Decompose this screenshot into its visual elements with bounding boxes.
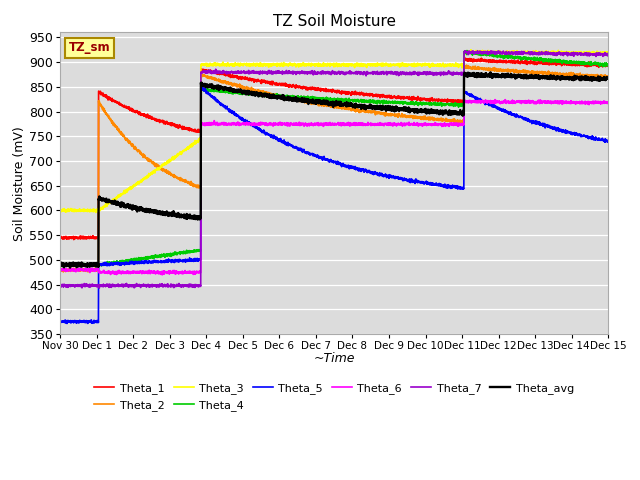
- Theta_4: [463, 48, 471, 53]
- Theta_7: [604, 53, 612, 59]
- Line: Theta_6: Theta_6: [60, 99, 608, 275]
- Theta_7: [535, 50, 543, 56]
- Y-axis label: Soil Moisture (mV): Soil Moisture (mV): [13, 126, 26, 240]
- Legend: Theta_1, Theta_2, Theta_3, Theta_4, Theta_5, Theta_6, Theta_7, Theta_avg: Theta_1, Theta_2, Theta_3, Theta_4, Thet…: [91, 379, 577, 414]
- Theta_7: [474, 48, 481, 54]
- Theta_6: [492, 96, 499, 102]
- Theta_5: [604, 139, 612, 144]
- Theta_avg: [152, 209, 159, 215]
- Theta_avg: [291, 96, 298, 101]
- Theta_3: [152, 168, 159, 174]
- Theta_1: [267, 82, 275, 87]
- Theta_2: [84, 269, 92, 275]
- Line: Theta_2: Theta_2: [60, 65, 608, 272]
- Theta_avg: [119, 202, 127, 208]
- Theta_6: [56, 267, 64, 273]
- Line: Theta_7: Theta_7: [60, 51, 608, 288]
- Theta_4: [291, 94, 298, 100]
- Theta_5: [291, 144, 298, 150]
- Theta_avg: [67, 265, 74, 271]
- Theta_6: [594, 100, 602, 106]
- Theta_6: [291, 121, 298, 127]
- Line: Theta_5: Theta_5: [60, 86, 608, 324]
- Theta_3: [467, 47, 475, 53]
- Theta_1: [535, 59, 543, 65]
- Theta_7: [291, 69, 298, 75]
- Theta_3: [92, 210, 99, 216]
- Theta_5: [535, 120, 543, 126]
- Theta_7: [56, 283, 64, 288]
- Theta_4: [604, 62, 612, 68]
- X-axis label: ~Time: ~Time: [314, 352, 355, 365]
- Theta_6: [604, 99, 612, 105]
- Title: TZ Soil Moisture: TZ Soil Moisture: [273, 13, 396, 28]
- Theta_2: [56, 268, 64, 274]
- Theta_avg: [594, 75, 602, 81]
- Theta_5: [594, 137, 602, 143]
- Theta_avg: [267, 95, 275, 100]
- Theta_5: [267, 133, 275, 139]
- Theta_6: [535, 97, 543, 103]
- Theta_3: [535, 48, 543, 54]
- Theta_5: [152, 259, 159, 265]
- Theta_4: [119, 258, 127, 264]
- Theta_3: [594, 50, 602, 56]
- Theta_2: [535, 70, 543, 76]
- Theta_6: [119, 269, 127, 275]
- Theta_4: [152, 252, 159, 258]
- Theta_2: [463, 62, 470, 68]
- Theta_6: [152, 269, 159, 275]
- Theta_6: [267, 120, 275, 126]
- Theta_3: [604, 49, 612, 55]
- Theta_4: [535, 56, 543, 62]
- Theta_avg: [535, 73, 543, 79]
- Theta_5: [197, 83, 205, 89]
- Theta_3: [291, 61, 298, 67]
- Theta_1: [152, 116, 159, 122]
- Line: Theta_1: Theta_1: [60, 58, 608, 240]
- Theta_4: [56, 262, 64, 267]
- Theta_7: [594, 52, 602, 58]
- Theta_avg: [486, 70, 494, 75]
- Theta_7: [95, 285, 103, 291]
- Theta_1: [291, 84, 298, 89]
- Theta_4: [59, 264, 67, 270]
- Theta_2: [119, 132, 127, 137]
- Theta_4: [267, 93, 275, 99]
- Theta_3: [56, 208, 64, 214]
- Theta_avg: [604, 75, 612, 81]
- Line: Theta_avg: Theta_avg: [60, 72, 608, 268]
- Theta_5: [63, 321, 71, 326]
- Line: Theta_3: Theta_3: [60, 50, 608, 213]
- Theta_4: [594, 60, 602, 66]
- Theta_5: [119, 260, 127, 265]
- Theta_2: [594, 73, 602, 79]
- Theta_1: [70, 237, 77, 242]
- Theta_5: [56, 318, 64, 324]
- Theta_7: [267, 70, 275, 76]
- Theta_1: [56, 234, 64, 240]
- Line: Theta_4: Theta_4: [60, 50, 608, 267]
- Theta_6: [158, 272, 166, 277]
- Theta_1: [461, 55, 469, 61]
- Theta_2: [152, 164, 159, 169]
- Theta_2: [267, 90, 275, 96]
- Theta_2: [291, 97, 298, 103]
- Theta_1: [604, 63, 612, 69]
- Theta_3: [119, 191, 127, 196]
- Theta_2: [604, 75, 612, 81]
- Theta_1: [594, 62, 602, 68]
- Text: TZ_sm: TZ_sm: [68, 41, 110, 55]
- Theta_3: [267, 61, 275, 67]
- Theta_7: [152, 282, 159, 288]
- Theta_1: [119, 103, 127, 109]
- Theta_7: [119, 282, 127, 288]
- Theta_avg: [56, 260, 64, 265]
